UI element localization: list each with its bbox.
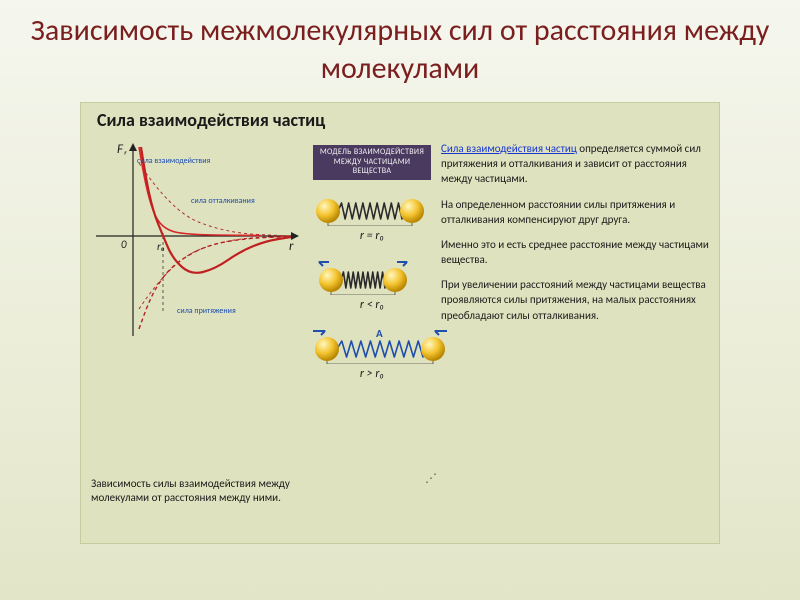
svg-text:сила взаимодействия: сила взаимодействия xyxy=(137,156,211,166)
interaction-models: МОДЕЛЬ ВЗАИМОДЕЙСТВИЯ МЕЖДУ ЧАСТИЦАМИ ВЕ… xyxy=(313,145,431,399)
spring-model: Ar > r₀ xyxy=(313,330,431,381)
svg-text:A: A xyxy=(376,330,383,340)
definition-link[interactable]: Сила взаимодействия частиц xyxy=(441,142,577,155)
svg-text:r₀: r₀ xyxy=(157,240,165,253)
explanation-text: Сила взаимодействия частиц определяется … xyxy=(441,141,709,333)
paragraph-3: Именно это и есть среднее расстояние меж… xyxy=(441,237,709,267)
paragraph-1: Сила взаимодействия частиц определяется … xyxy=(441,141,709,187)
model-label: r = r₀ xyxy=(313,229,431,243)
content-panel: Сила взаимодействия частиц Fᵣ r 0 r₀ сила вз… xyxy=(80,102,720,544)
spring-model: r = r₀ xyxy=(313,192,431,243)
svg-text:сила отталкивания: сила отталкивания xyxy=(191,196,255,206)
force-distance-chart: Fᵣ r 0 r₀ сила взаимодействия сила отталкиван… xyxy=(91,141,301,351)
paragraph-4: При увеличении расстояний между частицам… xyxy=(441,277,709,323)
panel-subtitle: Сила взаимодействия частиц xyxy=(97,109,325,131)
svg-text:0: 0 xyxy=(121,238,127,251)
paragraph-2: На определенном расстоянии силы притяжен… xyxy=(441,197,709,227)
model-label: r > r₀ xyxy=(313,367,431,381)
resize-handle-icon: ⋰ xyxy=(425,471,437,483)
chart-caption: Зависимость силы взаимодействия между мо… xyxy=(91,477,321,506)
slide-title: Зависимость межмолекулярных сил от расст… xyxy=(0,12,800,87)
spring-model: r < r₀ xyxy=(313,261,431,312)
svg-text:Fᵣ: Fᵣ xyxy=(117,142,127,157)
svg-text:сила притяжения: сила притяжения xyxy=(177,306,236,316)
svg-text:r: r xyxy=(289,239,294,254)
models-heading: МОДЕЛЬ ВЗАИМОДЕЙСТВИЯ МЕЖДУ ЧАСТИЦАМИ ВЕ… xyxy=(313,145,431,180)
model-label: r < r₀ xyxy=(313,298,431,312)
